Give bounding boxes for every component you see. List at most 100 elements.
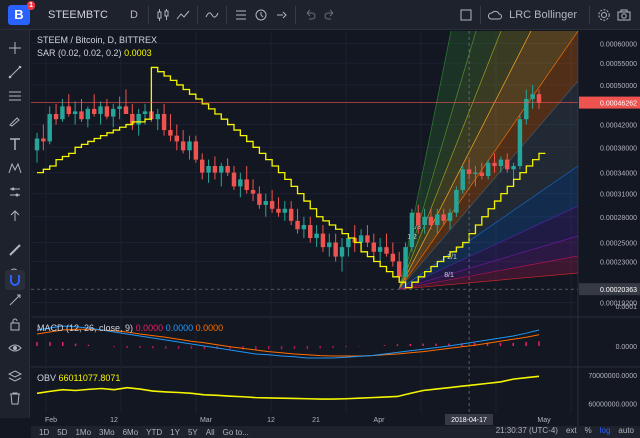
price-tick-label: 0.00031000 xyxy=(600,192,637,199)
trendline-icon[interactable] xyxy=(5,62,25,82)
macd-tick-label: 0.0000 xyxy=(616,344,638,351)
main-legend-title: STEEM / Bitcoin, D, BITTREX xyxy=(37,35,158,45)
candle-body xyxy=(517,119,523,167)
brand-logo[interactable]: B 1 xyxy=(8,0,35,25)
range-1y[interactable]: 1Y xyxy=(170,427,180,437)
toolbar-divider xyxy=(226,5,227,24)
price-tick-label: 0.00055000 xyxy=(600,61,637,68)
candle-body xyxy=(447,212,453,221)
eye-icon[interactable] xyxy=(5,338,25,358)
range-ytd[interactable]: YTD xyxy=(146,427,163,437)
range-1d[interactable]: 1D xyxy=(39,427,50,437)
range-5d[interactable]: 5D xyxy=(57,427,68,437)
percent-toggle[interactable]: % xyxy=(584,426,592,435)
candle-body xyxy=(511,166,516,170)
candle-body xyxy=(301,225,307,230)
gann-fan-label: 2/1 xyxy=(447,254,457,261)
redo-icon[interactable] xyxy=(320,5,340,25)
replay-icon[interactable] xyxy=(271,5,291,25)
candle-body xyxy=(212,166,218,173)
gann-fan-line xyxy=(398,31,502,290)
symbol-search[interactable]: STEEMBTC xyxy=(48,8,108,21)
candle-body xyxy=(377,247,383,252)
candle-body xyxy=(180,141,186,151)
fullscreen-icon[interactable] xyxy=(456,5,476,25)
candle-body xyxy=(174,135,180,142)
chart-area[interactable]: 0.00060000 0.00055000 0.00050000 0.00042000… xyxy=(31,31,640,426)
cloud-icon[interactable] xyxy=(485,5,505,25)
log-toggle[interactable]: log xyxy=(599,426,611,435)
candle-body xyxy=(187,141,192,151)
main-legend: STEEM / Bitcoin, D, BITTREX xyxy=(37,35,157,45)
gear-icon[interactable] xyxy=(594,5,614,25)
candle-body xyxy=(492,162,497,167)
range-3mo[interactable]: 3Mo xyxy=(99,427,115,437)
prediction-icon[interactable] xyxy=(5,182,25,202)
time-tick-label: 12 xyxy=(267,417,275,424)
time-tick-label: Feb xyxy=(45,417,57,424)
range-1mo[interactable]: 1Mo xyxy=(75,427,92,437)
templates-icon[interactable] xyxy=(231,5,251,25)
candle-body xyxy=(314,233,319,239)
chart-canvas[interactable]: 0.00060000 0.00055000 0.00050000 0.00042000… xyxy=(31,31,640,426)
candle-body xyxy=(441,214,446,221)
gann-fan-line xyxy=(399,235,579,290)
macd-legend: MACD (12, 26, close, 9) 0.0000 0.0000 0.… xyxy=(37,323,223,333)
candle-body xyxy=(282,208,288,213)
candle-body xyxy=(288,208,294,221)
magnet-icon[interactable] xyxy=(5,270,25,290)
candle-body xyxy=(416,212,421,226)
brush-icon[interactable] xyxy=(5,110,25,130)
undo-icon[interactable] xyxy=(300,5,320,25)
lock-icon[interactable] xyxy=(5,314,25,334)
obv-tick-label: 70000000.0000 xyxy=(588,373,637,380)
crosshair-icon[interactable] xyxy=(5,38,25,58)
candle-body xyxy=(219,166,224,173)
sar-legend: SAR (0.02, 0.02, 0.2) 0.0003 xyxy=(37,48,152,58)
pattern-icon[interactable] xyxy=(5,158,25,178)
candle-body xyxy=(536,94,542,103)
text-icon[interactable] xyxy=(5,134,25,154)
trash-icon[interactable] xyxy=(5,388,25,408)
toolbar-divider xyxy=(589,6,590,24)
candle-body xyxy=(117,106,122,109)
camera-icon[interactable] xyxy=(614,5,634,25)
gann-fan-line xyxy=(398,80,579,290)
candle-body xyxy=(485,162,491,176)
goto-button[interactable]: Go to... xyxy=(222,427,249,437)
last-price-tag xyxy=(579,96,640,109)
candle-body xyxy=(231,172,237,187)
interval-button[interactable]: D xyxy=(130,8,138,21)
fib-icon[interactable] xyxy=(5,86,25,106)
alert-icon[interactable] xyxy=(251,5,271,25)
obv-line xyxy=(36,375,540,400)
candle-body xyxy=(396,261,402,277)
layers-icon[interactable] xyxy=(5,366,25,386)
ext-toggle[interactable]: ext xyxy=(565,426,577,435)
range-all[interactable]: All xyxy=(205,427,215,437)
candle-body xyxy=(250,189,256,194)
arrow-up-icon[interactable] xyxy=(5,206,25,226)
drawing-mode-icon[interactable] xyxy=(5,290,25,310)
range-5y[interactable]: 5Y xyxy=(187,427,198,437)
candle-body xyxy=(295,220,300,230)
gann-fan-line xyxy=(398,31,452,290)
candle-body xyxy=(454,189,459,213)
price-tick-label: 0.00019200 xyxy=(600,301,637,308)
ruler-icon[interactable] xyxy=(5,240,25,260)
candle-body xyxy=(473,172,478,174)
compare-icon[interactable] xyxy=(173,5,193,25)
price-tick-label: 0.00025000 xyxy=(600,241,637,248)
range-6mo[interactable]: 6Mo xyxy=(122,427,139,437)
clock[interactable]: 21:30:37 (UTC-4) xyxy=(495,426,558,435)
indicators-icon[interactable] xyxy=(202,5,222,25)
gann-fan-line xyxy=(399,165,579,290)
price-tick-label: 0.00050000 xyxy=(600,83,637,90)
candle-body xyxy=(79,111,84,120)
candles-icon[interactable] xyxy=(153,5,173,25)
auto-toggle[interactable]: auto xyxy=(618,426,634,435)
layout-name[interactable]: LRC Bollinger xyxy=(509,9,577,21)
candle-body xyxy=(333,242,338,257)
toolbar-divider xyxy=(148,5,149,24)
obv-legend: OBV 66011077.8071 xyxy=(37,373,120,383)
